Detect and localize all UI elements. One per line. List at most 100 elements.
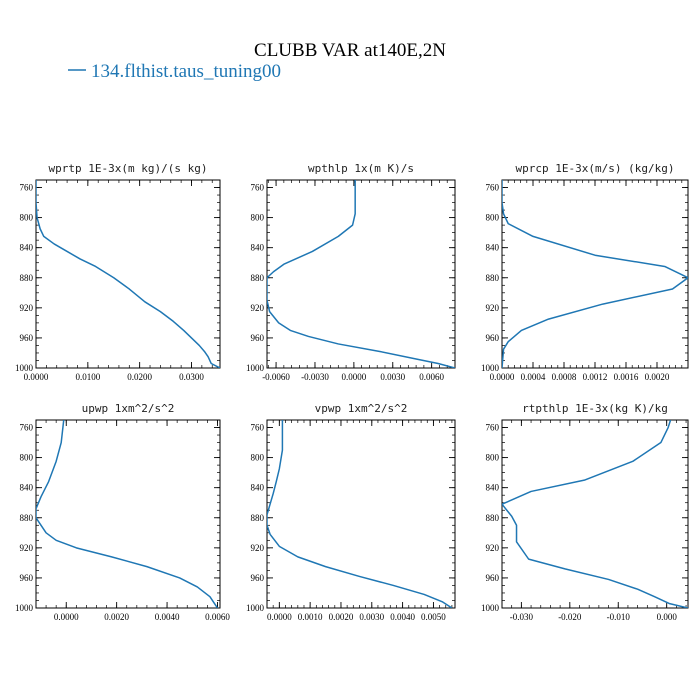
plot-frame <box>266 419 456 609</box>
panel-6: rtpthlp 1E-3x(kg K)/kg 760 800 840 880 920 960… <box>481 402 689 622</box>
y-tick-label: 960 <box>486 333 500 343</box>
series-line <box>502 420 688 608</box>
y-tick-label: 760 <box>486 183 500 193</box>
series-line <box>267 420 453 608</box>
y-tick-label: 1000 <box>481 363 500 373</box>
panel-title: rtpthlp 1E-3x(kg K)/kg <box>522 402 668 415</box>
y-tick-label: 840 <box>20 483 34 493</box>
y-tick-label: 920 <box>20 303 34 313</box>
panel-title: vpwp 1xm^2/s^2 <box>315 402 408 415</box>
y-tick-label: 960 <box>20 333 34 343</box>
y-tick-label: 840 <box>251 243 265 253</box>
x-tick-label: -0.0060 <box>262 372 290 382</box>
figure-title: CLUBB VAR at140E,2N <box>254 40 446 61</box>
panel-title: wpthlp 1x(m K)/s <box>308 162 414 175</box>
y-tick-label: 880 <box>486 273 500 283</box>
x-tick-label: 0.0030 <box>380 372 405 382</box>
panel-grid: wprtp 1E-3x(m kg)/(s kg) 760 800 840 880 920 9… <box>15 162 689 622</box>
x-tick-label: 0.0000 <box>267 612 292 622</box>
x-tick-label: 0.0060 <box>419 372 444 382</box>
y-tick-label: 840 <box>486 483 500 493</box>
x-tick-label: 0.000 <box>657 612 678 622</box>
y-tick-label: 880 <box>251 273 265 283</box>
series-line <box>502 180 688 368</box>
x-tick-label: 0.0000 <box>54 612 79 622</box>
x-tick-label: 0.0060 <box>205 612 230 622</box>
y-tick-label: 920 <box>486 303 500 313</box>
x-tick-label: 0.0004 <box>521 372 546 382</box>
y-tick-label: 960 <box>251 333 265 343</box>
plot-frame <box>501 179 689 369</box>
y-tick-label: 800 <box>251 213 265 223</box>
plot-frame <box>501 419 689 609</box>
series-line <box>36 180 220 368</box>
panel-4: upwp 1xm^2/s^2 760 800 840 880 920 960 1000 0.00… <box>15 402 230 622</box>
legend: 134.flthist.taus_tuning00 <box>68 61 281 82</box>
y-tick-label: 760 <box>20 423 34 433</box>
panel-title: wprtp 1E-3x(m kg)/(s kg) <box>49 162 208 175</box>
y-tick-label: 960 <box>20 573 34 583</box>
y-tick-label: 960 <box>251 573 265 583</box>
x-tick-label: 0.0020 <box>645 372 670 382</box>
plot-frame <box>35 179 221 369</box>
y-tick-label: 800 <box>20 453 34 463</box>
y-tick-label: 920 <box>20 543 34 553</box>
panel-2: wpthlp 1x(m K)/s7608008408809209601000-0… <box>246 162 456 382</box>
x-tick-label: 0.0050 <box>421 612 446 622</box>
panel-title: wprcp 1E-3x(m/s) (kg/kg) <box>516 162 675 175</box>
plot-frame <box>266 179 456 369</box>
x-tick-label: 0.0100 <box>75 372 100 382</box>
x-tick-label: 0.0200 <box>127 372 152 382</box>
y-tick-label: 1000 <box>481 603 500 613</box>
panel-3: wprcp 1E-3x(m/s) (kg/kg) 760 800 840 880 920 9… <box>481 162 689 382</box>
y-tick-label: 880 <box>251 513 265 523</box>
x-tick-label: 0.0300 <box>179 372 204 382</box>
y-tick-label: 760 <box>251 423 265 433</box>
y-tick-label: 760 <box>486 423 500 433</box>
x-tick-label: 0.0020 <box>104 612 129 622</box>
x-tick-label: 0.0012 <box>583 372 608 382</box>
x-tick-label: 0.0000 <box>490 372 515 382</box>
y-tick-label: 800 <box>20 213 34 223</box>
series-line <box>267 180 455 368</box>
y-tick-label: 800 <box>251 453 265 463</box>
x-tick-label: -0.030 <box>510 612 534 622</box>
x-tick-label: 0.0016 <box>614 372 639 382</box>
x-tick-label: -0.0030 <box>301 372 329 382</box>
x-tick-label: -0.010 <box>607 612 631 622</box>
legend-label: 134.flthist.taus_tuning00 <box>91 61 281 82</box>
x-tick-label: -0.020 <box>558 612 582 622</box>
y-tick-label: 920 <box>251 543 265 553</box>
y-tick-label: 840 <box>251 483 265 493</box>
y-tick-label: 760 <box>251 183 265 193</box>
y-tick-label: 760 <box>20 183 34 193</box>
y-tick-label: 840 <box>486 243 500 253</box>
x-tick-label: 0.0040 <box>155 612 180 622</box>
x-tick-label: 0.0020 <box>329 612 354 622</box>
y-tick-label: 800 <box>486 213 500 223</box>
panel-5: vpwp 1xm^2/s^276080084088092096010000.00… <box>246 402 456 622</box>
panel-title: upwp 1xm^2/s^2 <box>82 402 175 415</box>
y-tick-label: 880 <box>20 513 34 523</box>
y-tick-label: 800 <box>486 453 500 463</box>
y-tick-label: 880 <box>20 273 34 283</box>
y-tick-label: 840 <box>20 243 34 253</box>
x-tick-label: 0.0010 <box>298 612 323 622</box>
plot-frame <box>35 419 221 609</box>
y-tick-label: 1000 <box>246 603 265 613</box>
y-tick-label: 920 <box>251 303 265 313</box>
x-tick-label: 0.0000 <box>341 372 366 382</box>
x-tick-label: 0.0040 <box>390 612 415 622</box>
x-tick-label: 0.0000 <box>24 372 49 382</box>
y-tick-label: 920 <box>486 543 500 553</box>
y-tick-label: 1000 <box>15 363 34 373</box>
x-tick-label: 0.0008 <box>552 372 577 382</box>
y-tick-label: 960 <box>486 573 500 583</box>
panel-1: wprtp 1E-3x(m kg)/(s kg) 760 800 840 880 920 9… <box>15 162 221 382</box>
series-line <box>36 420 219 608</box>
y-tick-label: 1000 <box>246 363 265 373</box>
y-tick-label: 880 <box>486 513 500 523</box>
x-tick-label: 0.0030 <box>359 612 384 622</box>
y-tick-label: 1000 <box>15 603 34 613</box>
